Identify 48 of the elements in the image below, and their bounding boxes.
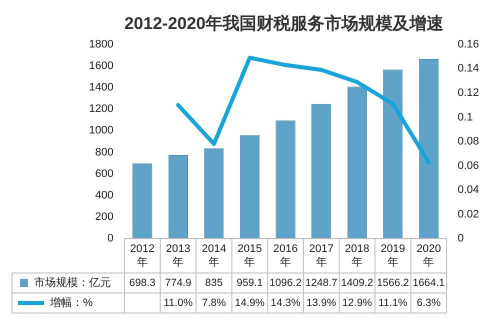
y2-tick-label: 0.08	[458, 136, 480, 148]
data-label: 14.9%	[234, 296, 265, 309]
y2-tick-label: 0	[458, 232, 464, 245]
x-tick-label: 2013年	[166, 243, 190, 268]
data-label: 1096.2	[269, 276, 302, 289]
data-label: 1664.1	[412, 276, 445, 289]
x-tick-label: 2018年	[344, 243, 370, 268]
data-label: 11.1%	[378, 296, 408, 309]
data-label: 11.0%	[164, 296, 193, 309]
data-label: 13.9%	[306, 296, 336, 309]
y-tick-label: 200	[95, 211, 114, 224]
x-tick-label: 2012年	[130, 243, 155, 268]
data-label: 7.8%	[202, 296, 226, 309]
data-label: 12.9%	[342, 296, 372, 309]
data-label: 774.9	[165, 276, 192, 289]
y-tick-label: 600	[95, 168, 114, 180]
data-label: 1409.2	[341, 276, 374, 289]
y2-tick-label: 0.16	[458, 38, 480, 50]
legend-label: 市场规模：亿元	[34, 276, 111, 290]
data-label: 1248.7	[305, 276, 338, 289]
y-tick-label: 1000	[88, 124, 114, 137]
data-label: 6.3%	[416, 296, 441, 309]
data-label: 698.3	[129, 276, 156, 289]
y2-tick-label: 0.14	[458, 62, 480, 75]
data-label: 1566.2	[376, 276, 410, 289]
chart-title: 2012-2020年我国财税服务市场规模及增速	[124, 14, 444, 33]
x-tick-label: 2019年	[380, 243, 406, 268]
y-tick-label: 0	[107, 232, 114, 245]
y-tick-label: 1600	[88, 60, 114, 72]
y2-tick-label: 0.06	[458, 160, 480, 172]
data-label: 14.3%	[270, 296, 300, 309]
y2-tick-label: 0.02	[458, 208, 480, 220]
y2-tick-label: 0.1	[458, 111, 473, 124]
x-tick-label: 2015年	[237, 243, 262, 268]
y-tick-label: 1200	[88, 103, 114, 116]
x-tick-label: 2017年	[309, 243, 334, 268]
x-tick-label: 2016年	[273, 243, 298, 268]
x-tick-label: 2014年	[202, 243, 226, 268]
y-tick-label: 400	[95, 189, 114, 202]
y-tick-label: 1400	[88, 82, 114, 94]
data-label: 959.1	[236, 276, 264, 289]
x-tick-label: 2020年	[416, 243, 441, 268]
y2-tick-label: 0.12	[458, 86, 480, 99]
legend-label: 增幅：%	[49, 297, 93, 310]
data-label: 835	[205, 276, 223, 289]
y2-tick-label: 0.04	[458, 184, 480, 196]
y-tick-label: 1800	[88, 38, 114, 50]
y-tick-label: 800	[95, 146, 114, 158]
